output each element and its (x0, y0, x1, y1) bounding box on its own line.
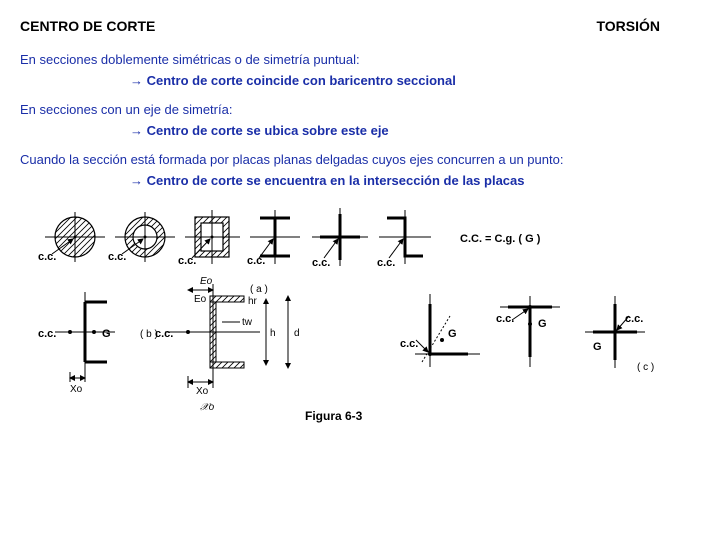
shape-rect-hollow: c.c. (178, 210, 240, 267)
svg-text:Xo: Xo (196, 386, 209, 397)
svg-text:G: G (102, 328, 111, 340)
bullet-1: → Centro de corte coincide con baricentr… (130, 73, 700, 88)
section-title-right: TORSIÓN (596, 18, 660, 34)
svg-text:( a ): ( a ) (250, 284, 268, 295)
svg-text:G: G (448, 328, 457, 340)
svg-text:( c ): ( c ) (637, 362, 654, 373)
bullet-1-text: Centro de corte coincide con baricentro … (147, 73, 456, 88)
svg-text:𝒳o: 𝒳o (200, 402, 215, 413)
shape-i-beam: c.c. (247, 210, 300, 267)
svg-text:G: G (538, 318, 547, 330)
arrow-icon: → (130, 173, 143, 188)
svg-text:( b ): ( b ) (140, 329, 158, 340)
svg-text:Xo: Xo (70, 384, 83, 395)
svg-text:h: h (270, 328, 276, 339)
shape-channel-b: c.c. G Xo (38, 292, 115, 395)
bullet-2-text: Centro de corte se ubica sobre este eje (147, 123, 389, 138)
paragraph-3: Cuando la sección está formada por placa… (20, 152, 700, 167)
shape-cross-c: c.c. G ( c ) (585, 296, 654, 373)
bullet-2: → Centro de corte se ubica sobre este ej… (130, 123, 700, 138)
shape-angle: c.c. G (400, 294, 480, 367)
bullet-3: → Centro de corte se encuentra en la int… (130, 173, 700, 188)
arrow-icon: → (130, 73, 143, 88)
shape-cross: c.c. (312, 208, 368, 269)
shape-circle-hollow: c.c. (108, 212, 175, 263)
shape-z: c.c. (377, 210, 431, 269)
arrow-icon: → (130, 123, 143, 138)
svg-text:hr: hr (248, 296, 258, 307)
svg-text:G: G (593, 341, 602, 353)
section-title-left: CENTRO DE CORTE (20, 18, 155, 34)
svg-text:c.c.: c.c. (496, 313, 514, 325)
svg-text:c.c.: c.c. (377, 257, 395, 269)
bullet-3-text: Centro de corte se encuentra en la inter… (147, 173, 525, 188)
svg-text:c.c.: c.c. (312, 257, 330, 269)
paragraph-1: En secciones doblemente simétricas o de … (20, 52, 700, 67)
figure-caption: Figura 6-3 (305, 409, 363, 423)
svg-text:c.c.: c.c. (625, 313, 643, 325)
shape-channel-detail: Eo c.c. ( b ) ( a ) hr tw Eo h d Xo 𝒳o (140, 276, 300, 413)
figure-svg: c.c. c.c. c.c. c.c. c.c. (20, 202, 700, 432)
svg-text:Eo: Eo (200, 276, 213, 287)
svg-text:Eo: Eo (194, 294, 207, 305)
svg-text:d: d (294, 328, 300, 339)
svg-text:c.c.: c.c. (247, 255, 265, 267)
svg-text:c.c.: c.c. (38, 328, 56, 340)
svg-text:c.c.: c.c. (400, 338, 418, 350)
shape-circle-solid: c.c. (38, 212, 105, 263)
svg-text:tw: tw (242, 317, 253, 328)
ccg-label: C.C. = C.g. ( G ) (460, 233, 541, 245)
figure-6-3: c.c. c.c. c.c. c.c. c.c. (20, 202, 700, 432)
header: CENTRO DE CORTE TORSIÓN (20, 18, 700, 34)
shape-tee: c.c. G (496, 296, 560, 367)
paragraph-2: En secciones con un eje de simetría: (20, 102, 700, 117)
